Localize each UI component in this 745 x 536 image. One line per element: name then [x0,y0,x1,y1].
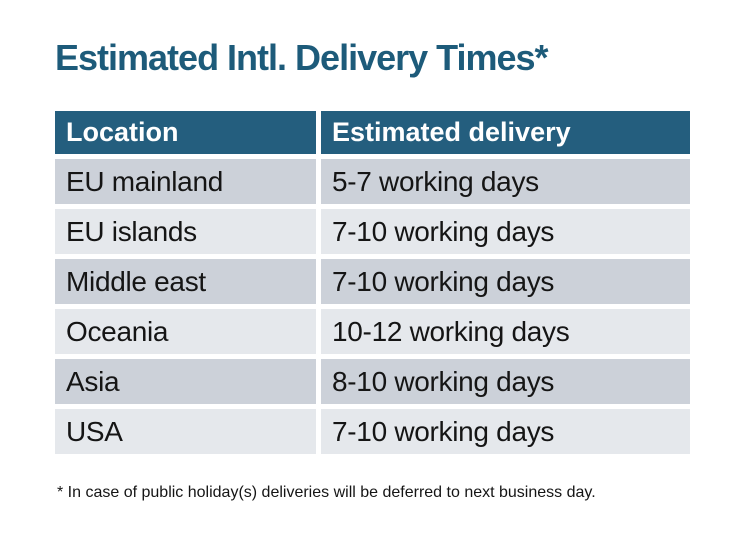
table-row: EU islands 7-10 working days [55,209,690,255]
table-row: Middle east 7-10 working days [55,259,690,305]
location-cell: EU islands [55,209,316,255]
delivery-cell: 8-10 working days [321,359,690,405]
location-cell: Asia [55,359,316,405]
delivery-cell: 7-10 working days [321,259,690,305]
table-header-row: Location Estimated delivery [55,111,690,155]
table-row: USA 7-10 working days [55,409,690,455]
table-row: Asia 8-10 working days [55,359,690,405]
delivery-cell: 10-12 working days [321,309,690,355]
delivery-cell: 7-10 working days [321,409,690,455]
column-header-estimated-delivery: Estimated delivery [321,111,690,155]
footnote: * In case of public holiday(s) deliverie… [57,484,596,502]
location-cell: Middle east [55,259,316,305]
location-cell: EU mainland [55,159,316,205]
column-header-location: Location [55,111,316,155]
location-cell: Oceania [55,309,316,355]
page-title: Estimated Intl. Delivery Times* [55,37,549,78]
table-row: EU mainland 5-7 working days [55,159,690,205]
delivery-table: Location Estimated delivery EU mainland … [55,111,690,455]
delivery-cell: 5-7 working days [321,159,690,205]
table-row: Oceania 10-12 working days [55,309,690,355]
delivery-cell: 7-10 working days [321,209,690,255]
location-cell: USA [55,409,316,455]
